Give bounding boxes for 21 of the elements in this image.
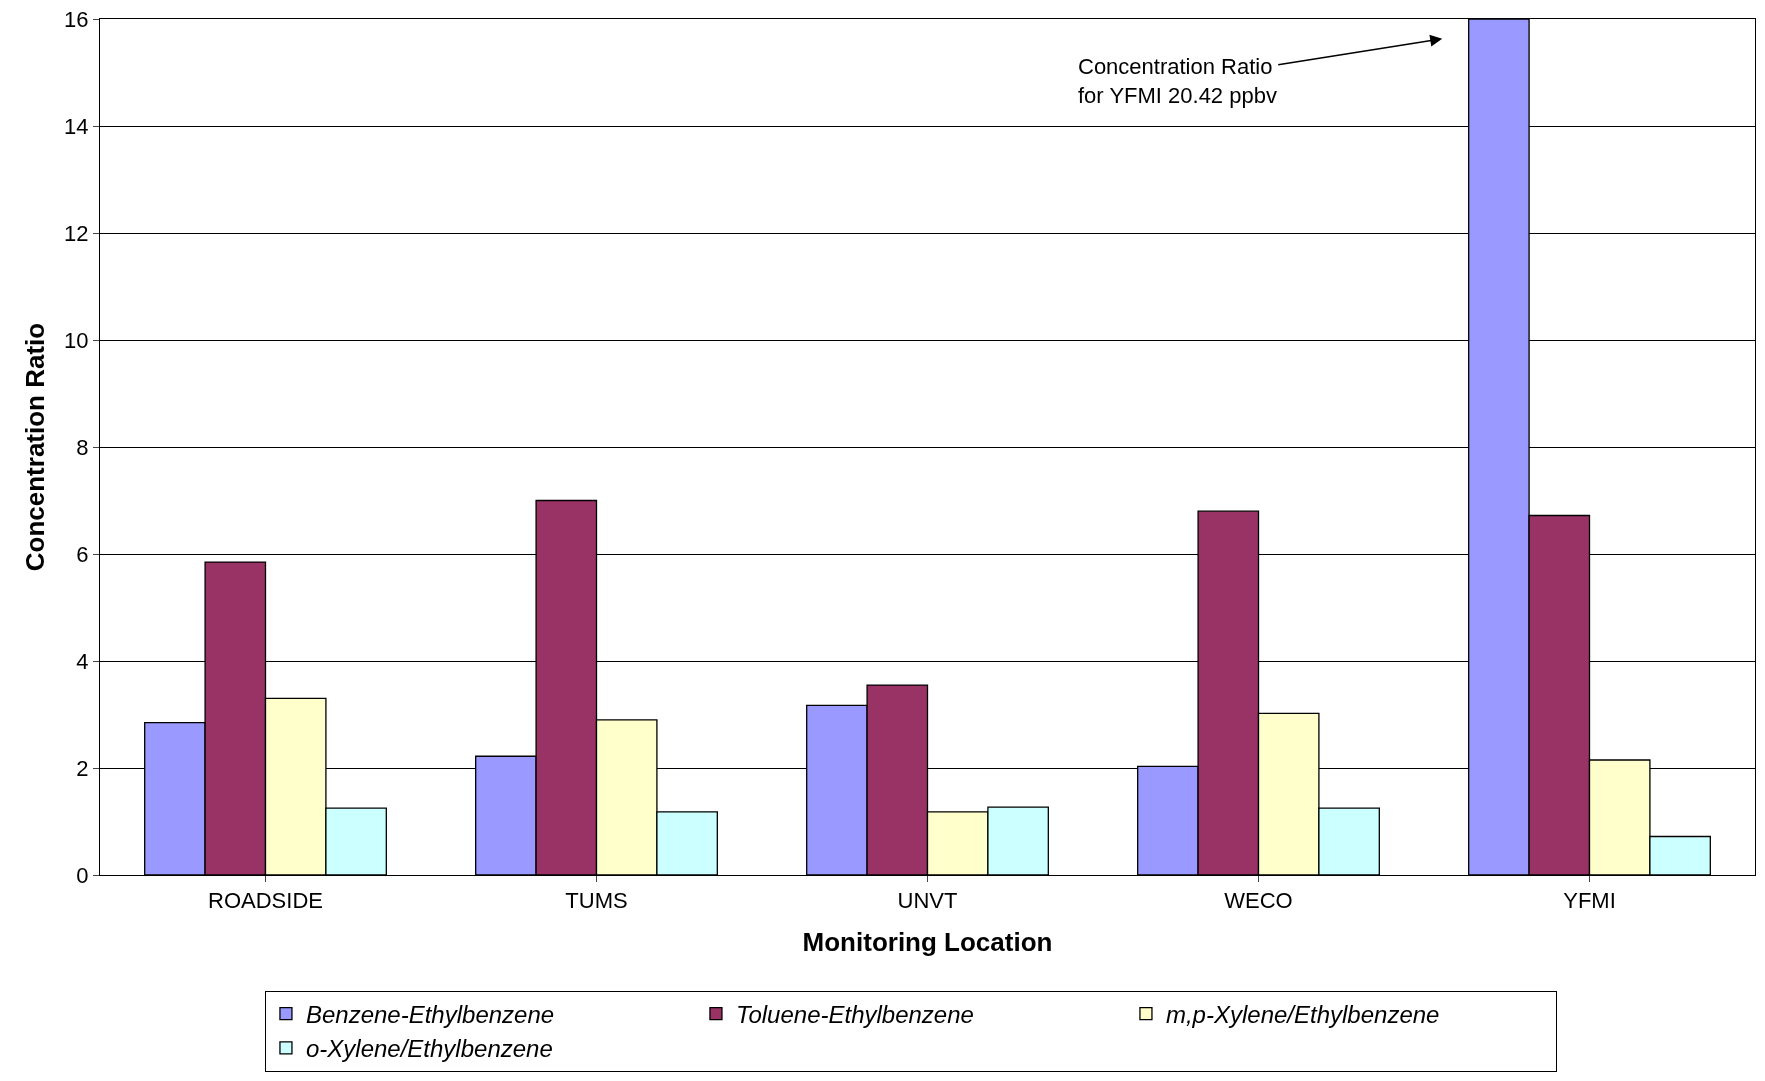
legend-label: o-Xylene/Ethylbenzene [305,1035,553,1063]
x-tick-label: UNVT [897,888,958,914]
y-tick-label: 10 [64,327,89,353]
y-tick-label: 2 [76,755,89,781]
y-tick-label: 16 [64,6,89,32]
y-tick-label: 0 [76,862,89,888]
x-axis-title: Monitoring Location [802,927,1053,958]
y-tick-label: 14 [64,113,89,139]
x-tick-label: TUMS [565,888,628,914]
legend-label: Benzene-Ethylbenzene [305,1001,555,1029]
y-tick-label: 6 [76,541,89,567]
legend-label: Toluene-Ethylbenzene [735,1001,974,1029]
y-tick-label: 8 [76,434,89,460]
y-axis-title: Concentration Ratio [19,322,50,572]
y-tick-label: 12 [64,220,89,246]
x-tick-label: ROADSIDE [208,888,323,914]
legend-label: m,p-Xylene/Ethylbenzene [1165,1001,1440,1029]
x-tick-label: YFMI [1563,888,1616,914]
annotation: Concentration Ratio for YFMI 20.42 ppbv [1078,54,1277,108]
x-tick-label: WECO [1224,888,1293,914]
y-tick-label: 4 [76,648,89,674]
